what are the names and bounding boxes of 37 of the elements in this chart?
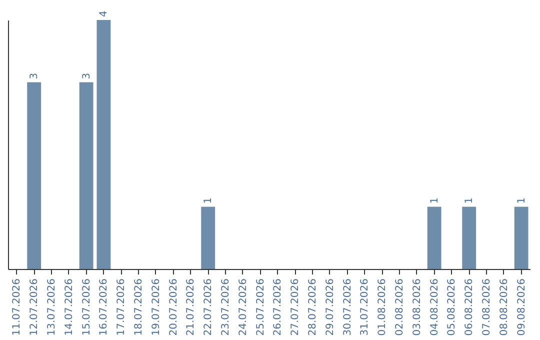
- data-label: 1: [464, 197, 476, 204]
- data-label: 4: [98, 10, 110, 17]
- x-tick-label: 22.07.2026: [203, 278, 214, 336]
- data-label: 3: [29, 72, 40, 80]
- x-tick-label: 08.08.2026: [498, 278, 510, 336]
- x-tick-label: 30.07.2026: [342, 278, 354, 336]
- data-label: 1: [516, 197, 528, 204]
- data-label: 1: [429, 197, 440, 204]
- x-tick-label: 02.08.2026: [394, 278, 406, 336]
- x-tick-label: 07.08.2026: [482, 278, 492, 336]
- x-tick-label: 29.07.2026: [324, 278, 336, 336]
- x-tick-label: 17.07.2026: [116, 278, 128, 336]
- x-tick-label: 21.07.2026: [186, 278, 197, 336]
- x-tick-label: 01.08.2026: [377, 278, 388, 336]
- x-tick-label: 14.07.2026: [64, 278, 75, 336]
- x-tick-label: 26.07.2026: [272, 278, 284, 336]
- x-tick-label: 27.07.2026: [290, 278, 302, 336]
- x-tick-label: 05.08.2026: [446, 278, 458, 336]
- x-tick-label: 03.08.2026: [412, 278, 423, 336]
- x-tick-label: 13.07.2026: [46, 278, 58, 336]
- x-tick-label: 12.07.2026: [29, 278, 40, 336]
- x-tick-label: 16.07.2026: [98, 278, 110, 336]
- x-tick-label: 09.08.2026: [516, 278, 528, 336]
- x-tick-label: 20.07.2026: [168, 278, 180, 336]
- x-tick-label: 28.07.2026: [308, 278, 318, 336]
- x-tick-label: 25.07.2026: [255, 278, 266, 336]
- x-tick-label: 18.07.2026: [134, 278, 144, 336]
- x-tick-label: 06.08.2026: [464, 278, 476, 336]
- data-label: 1: [203, 197, 214, 204]
- x-tick-label: 19.07.2026: [150, 278, 162, 336]
- x-tick-label: 04.08.2026: [429, 278, 440, 336]
- x-tick-label: 15.07.2026: [81, 278, 92, 336]
- x-tick-label: 24.07.2026: [238, 278, 249, 336]
- x-tick-label: 11.07.2026: [12, 278, 23, 336]
- x-tick-label: 23.07.2026: [220, 278, 232, 336]
- data-label: 3: [81, 72, 92, 80]
- x-tick-label: 31.07.2026: [360, 278, 371, 336]
